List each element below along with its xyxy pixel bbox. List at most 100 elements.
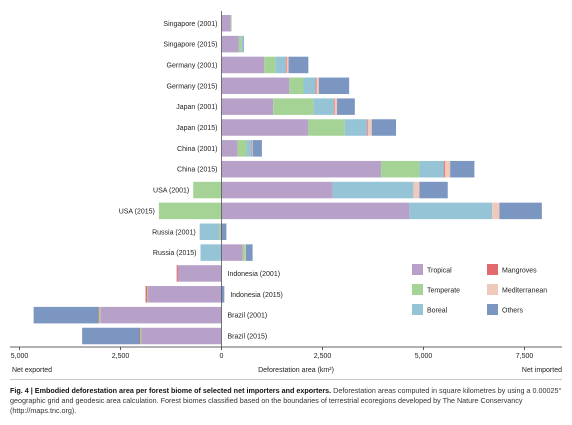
caption-divider: [10, 379, 562, 380]
bar-segment-tropical-12: [177, 265, 222, 282]
bar-segment-mediterranean-5: [367, 119, 372, 136]
bar-segment-tropical-15: [141, 327, 222, 345]
category-label-9: USA (2015): [119, 208, 155, 215]
bar-segment-mangroves-13: [145, 286, 148, 303]
legend-swatch-mangroves: [487, 264, 498, 275]
bar-segment-others-13: [221, 286, 225, 303]
bar-segment-tropical-13: [147, 286, 222, 303]
bar-segment-temperate-3: [289, 77, 304, 95]
bar-segment-others-2: [288, 56, 309, 74]
bar-segment-boreal-4: [313, 98, 334, 115]
x-tick-label-1: 2,500: [112, 353, 130, 360]
bar-segment-temperate-9: [158, 202, 222, 220]
bar-segment-tropical-8: [221, 181, 333, 199]
bar-segment-boreal-2: [275, 56, 286, 74]
bar-segment-temperate-0: [230, 15, 232, 32]
x-tick-label-0: 5,000: [11, 353, 29, 360]
bar-segment-mangroves-5: [366, 119, 368, 136]
legend-swatch-boreal: [412, 304, 423, 315]
bar-segment-others-11: [245, 244, 253, 261]
bar-segment-boreal-8: [332, 181, 414, 199]
bar-segment-mediterranean-9: [492, 202, 500, 220]
bar-segment-others-9: [499, 202, 542, 220]
category-label-4: Japan (2001): [176, 104, 217, 111]
bar-segment-temperate-2: [264, 56, 276, 74]
bar-segment-tropical-14: [100, 306, 222, 324]
x-axis: 5,000 2,500 0 2,500 5,000 7,500: [10, 346, 562, 360]
bar-segment-mangroves-4: [333, 98, 335, 115]
bar-segment-mediterranean-2: [286, 56, 289, 74]
bar-segment-tropical-9: [221, 202, 410, 220]
bar-segment-boreal-7: [419, 160, 444, 178]
legend-swatch-mediterranean: [487, 284, 498, 295]
category-label-8: USA (2001): [153, 188, 189, 195]
category-label-10: Russia (2001): [152, 229, 196, 236]
bar-segment-others-6: [252, 140, 262, 157]
category-label-3: Germany (2015): [167, 83, 218, 90]
legend-swatch-tropical: [412, 264, 423, 275]
x-tick-label-4: 5,000: [415, 353, 433, 360]
bar-segment-temperate-1: [238, 35, 242, 53]
legend-label-mangroves: Mangroves: [502, 268, 537, 275]
bar-segment-others-4: [337, 98, 355, 115]
bar-segment-temperate-7: [381, 160, 420, 178]
legend-label-boreal: Boreal: [427, 308, 448, 315]
deforestation-bar-chart: Singapore (2001) Singapore (2015) Germany …: [10, 11, 562, 374]
bar-segment-others-8: [419, 181, 448, 199]
bar-segment-tropical-10: [220, 223, 222, 240]
bar-segment-tropical-4: [221, 98, 274, 115]
bar-segment-mangroves-3: [315, 77, 317, 95]
x-tick-label-3: 2,500: [314, 353, 332, 360]
legend-label-others: Others: [502, 308, 524, 315]
legend-label-mediterranean: Mediterranean: [502, 288, 547, 295]
x-tick-label-5: 7,500: [516, 353, 534, 360]
bar-segment-boreal-9: [409, 202, 493, 220]
bar-segment-mediterranean-3: [316, 77, 319, 95]
bars-layer: [33, 11, 542, 347]
bar-segment-others-3: [318, 77, 350, 95]
category-label-5: Japan (2015): [176, 125, 217, 132]
bar-segment-mangroves-12: [176, 265, 178, 282]
category-label-15: Brazil (2015): [228, 334, 268, 341]
bar-segment-others-10: [221, 223, 227, 240]
bar-segment-mangroves-15: [139, 327, 141, 345]
bar-segment-temperate-11: [242, 244, 245, 261]
bar-segment-mediterranean-11: [244, 244, 246, 261]
bar-segment-mediterranean-6: [251, 140, 253, 157]
bar-segment-mediterranean-8: [413, 181, 420, 199]
bar-segment-tropical-11: [221, 244, 243, 261]
bar-segment-others-15: [82, 327, 140, 345]
net-exported-note: Net exported: [12, 367, 52, 374]
bar-segment-temperate-10: [219, 223, 221, 240]
bar-segment-mediterranean-7: [444, 160, 451, 178]
bar-segment-tropical-3: [221, 77, 290, 95]
bar-segment-tropical-1: [221, 35, 239, 53]
bar-segment-boreal-6: [246, 140, 252, 157]
bar-segment-temperate-13: [147, 286, 148, 303]
bar-segment-others-7: [450, 160, 475, 178]
net-imported-note: Net imported: [522, 367, 562, 374]
bar-segment-temperate-15: [140, 327, 142, 345]
category-label-6: China (2001): [177, 146, 217, 153]
bar-segment-temperate-4: [273, 98, 314, 115]
category-label-0: Singapore (2001): [163, 21, 217, 28]
bar-segment-boreal-1: [241, 35, 243, 53]
category-label-1: Singapore (2015): [163, 42, 217, 49]
category-label-12: Indonesia (2001): [228, 271, 281, 278]
bar-segment-others-14: [33, 306, 99, 324]
bar-segment-boreal-10: [199, 223, 220, 240]
legend: Tropical Mangroves Temperate Mediterranean B…: [412, 264, 547, 315]
bar-segment-temperate-5: [308, 119, 345, 136]
legend-swatch-temperate: [412, 284, 423, 295]
legend-label-temperate: Temperate: [427, 288, 460, 295]
x-tick-label-2: 0: [220, 353, 224, 360]
bar-segment-tropical-6: [221, 140, 238, 157]
bar-segment-mediterranean-4: [334, 98, 338, 115]
bar-segment-boreal-3: [303, 77, 316, 95]
category-label-11: Russia (2015): [153, 250, 197, 257]
category-labels: Singapore (2001) Singapore (2015) Germany …: [119, 21, 283, 341]
bar-segment-others-1: [242, 35, 244, 53]
bar-segment-others-5: [371, 119, 397, 136]
bar-segment-mangroves-14: [98, 306, 100, 324]
bar-segment-mangroves-2: [285, 56, 287, 74]
